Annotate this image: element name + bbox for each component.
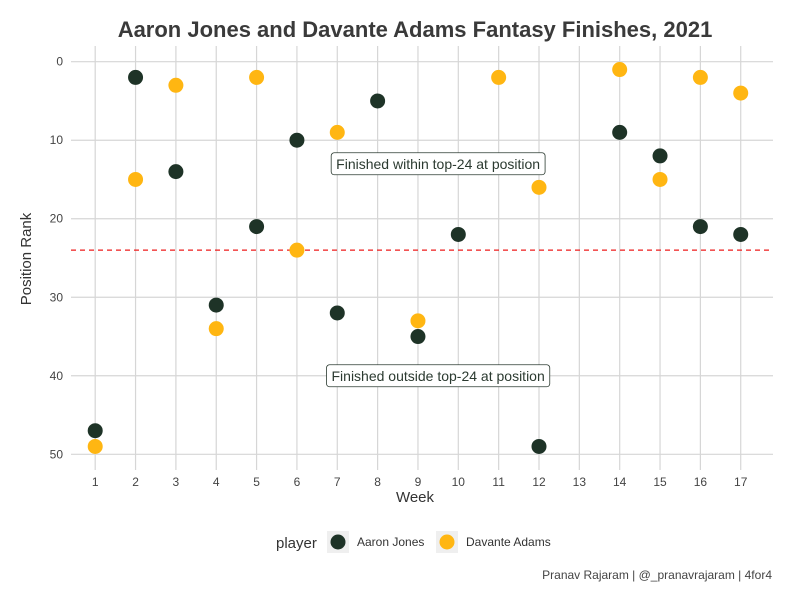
x-tick-label: 14 xyxy=(613,475,627,489)
x-tick-label: 4 xyxy=(213,475,220,489)
y-tick-label: 40 xyxy=(50,369,64,383)
annotation-text: Finished within top-24 at position xyxy=(336,156,540,172)
aaron-jones-point-week-9 xyxy=(410,329,426,345)
legend-label: Aaron Jones xyxy=(357,535,424,549)
davante-adams-point-week-9 xyxy=(410,313,426,329)
x-tick-label: 9 xyxy=(415,475,422,489)
davante-adams-point-week-6 xyxy=(289,242,305,258)
x-tick-label: 5 xyxy=(253,475,260,489)
y-tick-label: 10 xyxy=(50,133,64,147)
annotation-label: Finished outside top-24 at position xyxy=(326,364,551,388)
y-axis-title: Position Rank xyxy=(18,212,35,305)
x-tick-label: 8 xyxy=(374,475,381,489)
davante-adams-point-week-17 xyxy=(733,85,749,101)
annotation-label: Finished within top-24 at position xyxy=(330,152,546,176)
aaron-jones-point-week-8 xyxy=(370,93,386,109)
legend-label: Davante Adams xyxy=(466,535,551,549)
davante-adams-point-week-4 xyxy=(208,321,224,337)
aaron-jones-point-week-1 xyxy=(87,423,103,439)
aaron-jones-point-week-14 xyxy=(612,124,628,140)
davante-adams-point-week-7 xyxy=(329,124,345,140)
x-tick-labels: 1 2 3 4 5 6 7 8 9 10 11 12 13 14 15 16 17 xyxy=(92,475,748,489)
x-tick-label: 1 xyxy=(92,475,99,489)
legend-item: Davante Adams xyxy=(436,531,551,553)
y-tick-label: 0 xyxy=(56,55,63,69)
x-tick-label: 10 xyxy=(452,475,466,489)
data-points xyxy=(87,62,749,454)
legend-key-marker xyxy=(439,534,455,550)
aaron-jones-point-week-6 xyxy=(289,132,305,148)
x-tick-label: 15 xyxy=(653,475,667,489)
legend-key-marker xyxy=(330,534,346,550)
x-tick-label: 13 xyxy=(573,475,587,489)
annotations: Finished within top-24 at position Finish… xyxy=(326,152,551,388)
x-tick-label: 17 xyxy=(734,475,748,489)
legend-title: player xyxy=(276,535,317,552)
y-tick-label: 30 xyxy=(50,290,64,304)
y-tick-labels: 0 10 20 30 40 50 xyxy=(50,55,64,462)
x-tick-label: 16 xyxy=(694,475,708,489)
x-tick-label: 11 xyxy=(492,475,505,489)
y-tick-label: 20 xyxy=(50,212,64,226)
aaron-jones-point-week-4 xyxy=(208,297,224,313)
chart-title: Aaron Jones and Davante Adams Fantasy Fi… xyxy=(118,17,713,42)
aaron-jones-point-week-3 xyxy=(168,164,184,180)
y-tick-label: 50 xyxy=(50,447,64,461)
aaron-jones-point-week-17 xyxy=(733,226,749,242)
davante-adams-point-week-5 xyxy=(249,69,265,85)
davante-adams-point-week-14 xyxy=(612,62,628,78)
aaron-jones-point-week-5 xyxy=(249,219,265,235)
davante-adams-point-week-1 xyxy=(87,438,103,454)
annotation-text: Finished outside top-24 at position xyxy=(332,368,545,384)
legend: player Aaron Jones Davante Adams xyxy=(276,531,551,553)
davante-adams-point-week-16 xyxy=(692,69,708,85)
caption: Pranav Rajaram | @_pranavrajaram | 4for4 xyxy=(542,568,772,582)
aaron-jones-point-week-10 xyxy=(450,226,466,242)
davante-adams-point-week-15 xyxy=(652,171,668,187)
x-tick-label: 2 xyxy=(132,475,139,489)
x-axis-title: Week xyxy=(396,489,435,506)
x-tick-label: 3 xyxy=(173,475,180,489)
x-tick-label: 7 xyxy=(334,475,341,489)
davante-adams-point-week-3 xyxy=(168,77,184,93)
aaron-jones-point-week-16 xyxy=(692,219,708,235)
x-tick-label: 6 xyxy=(294,475,301,489)
aaron-jones-point-week-15 xyxy=(652,148,668,164)
aaron-jones-point-week-2 xyxy=(128,69,144,85)
legend-item: Aaron Jones xyxy=(327,531,424,553)
grid xyxy=(71,46,773,470)
davante-adams-point-week-12 xyxy=(531,179,547,195)
aaron-jones-point-week-12 xyxy=(531,438,547,454)
x-tick-label: 12 xyxy=(532,475,546,489)
aaron-jones-point-week-7 xyxy=(329,305,345,321)
davante-adams-point-week-2 xyxy=(128,171,144,187)
davante-adams-point-week-11 xyxy=(491,69,507,85)
